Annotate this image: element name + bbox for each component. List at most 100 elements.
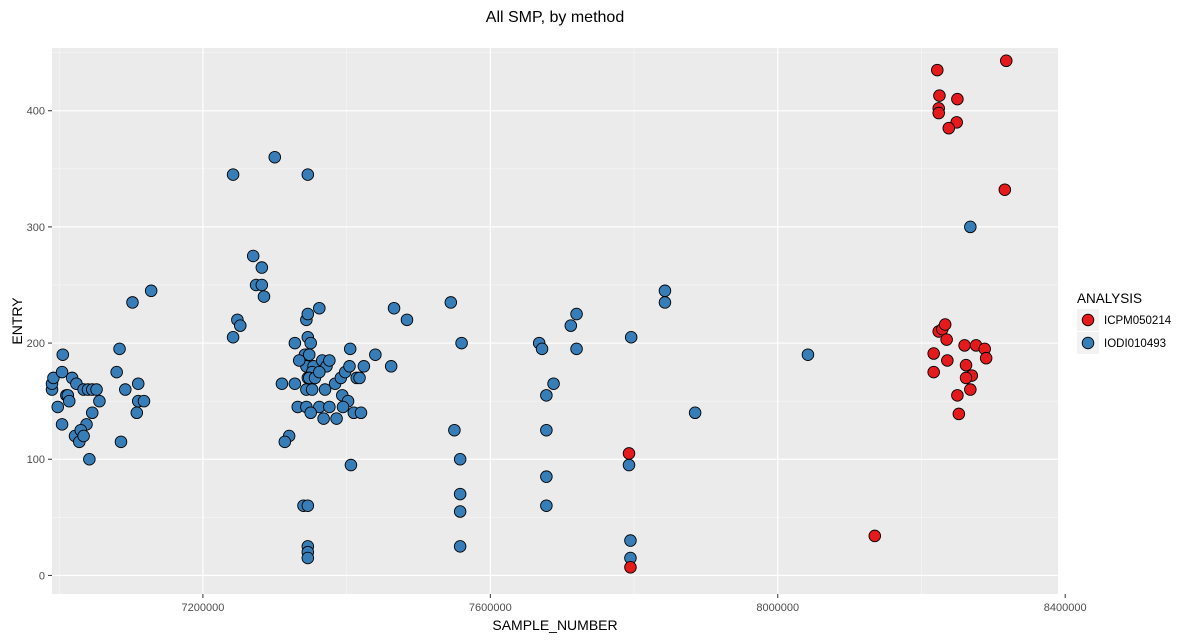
x-tick-label: 7600000: [469, 602, 512, 614]
point-iodi010493: [535, 342, 549, 356]
plot-panel: [52, 48, 1058, 594]
point-iodi010493: [55, 365, 69, 379]
point-iodi010493: [343, 360, 356, 373]
point-iodi010493: [964, 220, 977, 234]
chart-title: All SMP, by method: [486, 9, 624, 26]
point-icpm050214: [932, 106, 945, 120]
point-icpm050214: [933, 89, 946, 102]
point-icpm050214: [959, 371, 973, 385]
point-iodi010493: [62, 394, 76, 408]
y-tick-label: 200: [27, 338, 45, 350]
point-iodi010493: [622, 458, 636, 472]
x-tick-label: 7200000: [181, 602, 224, 614]
point-iodi010493: [570, 342, 583, 356]
point-iodi010493: [304, 336, 317, 350]
point-iodi010493: [540, 499, 553, 512]
point-iodi010493: [570, 307, 583, 321]
point-iodi010493: [400, 313, 414, 327]
point-icpm050214: [959, 358, 973, 372]
legend-title: ANALYSIS: [1077, 291, 1142, 306]
point-iodi010493: [226, 331, 240, 344]
point-iodi010493: [113, 342, 126, 356]
point-iodi010493: [317, 412, 330, 425]
point-icpm050214: [958, 339, 971, 352]
point-icpm050214: [1000, 54, 1013, 68]
point-iodi010493: [268, 150, 282, 164]
point-icpm050214: [952, 407, 966, 421]
point-iodi010493: [110, 365, 123, 379]
point-icpm050214: [868, 529, 882, 543]
point-icpm050214: [931, 63, 944, 77]
point-iodi010493: [444, 296, 458, 309]
point-iodi010493: [301, 168, 315, 181]
point-iodi010493: [455, 336, 468, 350]
point-iodi010493: [288, 336, 302, 350]
point-iodi010493: [292, 354, 306, 367]
point-iodi010493: [275, 377, 289, 390]
point-iodi010493: [114, 435, 128, 449]
point-iodi010493: [234, 319, 247, 332]
point-iodi010493: [384, 360, 398, 373]
point-iodi010493: [305, 383, 319, 396]
point-iodi010493: [304, 406, 317, 420]
point-iodi010493: [330, 412, 343, 425]
point-iodi010493: [453, 540, 467, 553]
point-iodi010493: [255, 261, 269, 274]
y-tick-label: 400: [27, 106, 45, 118]
y-tick-label: 300: [27, 222, 45, 234]
point-iodi010493: [540, 470, 553, 483]
point-iodi010493: [278, 435, 292, 449]
point-iodi010493: [130, 406, 144, 420]
legend-key-iodi010493: [1081, 336, 1095, 350]
x-tick-label: 8000000: [756, 602, 799, 614]
legend: ANALYSIS ICPM050214 IODI010493: [1077, 291, 1172, 354]
legend-label: IODI010493: [1104, 338, 1166, 350]
point-iodi010493: [353, 371, 366, 385]
y-tick-label: 100: [27, 454, 45, 466]
point-iodi010493: [564, 319, 578, 332]
point-icpm050214: [951, 92, 964, 106]
point-icpm050214: [951, 389, 964, 402]
point-iodi010493: [56, 348, 70, 361]
point-iodi010493: [540, 423, 553, 437]
point-iodi010493: [540, 389, 553, 402]
point-iodi010493: [246, 249, 260, 263]
point-iodi010493: [387, 301, 401, 315]
point-iodi010493: [688, 406, 702, 420]
point-iodi010493: [131, 377, 145, 390]
point-iodi010493: [301, 499, 315, 512]
point-iodi010493: [453, 487, 467, 501]
point-icpm050214: [938, 318, 952, 331]
x-axis-label: SAMPLE_NUMBER: [492, 617, 617, 633]
point-icpm050214: [942, 121, 956, 135]
point-iodi010493: [301, 307, 315, 321]
point-iodi010493: [47, 371, 60, 385]
point-iodi010493: [343, 342, 357, 356]
point-iodi010493: [302, 348, 316, 361]
point-iodi010493: [51, 400, 64, 414]
point-iodi010493: [658, 296, 672, 309]
point-iodi010493: [77, 429, 90, 443]
data-points: [45, 54, 1013, 574]
point-iodi010493: [658, 284, 672, 298]
point-iodi010493: [226, 168, 240, 181]
legend-items: ICPM050214 IODI010493: [1077, 309, 1172, 354]
point-iodi010493: [85, 406, 99, 420]
point-iodi010493: [354, 406, 368, 420]
y-axis-label: ENTRY: [9, 297, 25, 345]
point-iodi010493: [288, 377, 302, 390]
point-icpm050214: [979, 351, 993, 365]
point-iodi010493: [369, 348, 382, 361]
point-iodi010493: [448, 423, 461, 437]
point-iodi010493: [119, 383, 132, 396]
point-iodi010493: [126, 296, 139, 309]
legend-label: ICPM050214: [1104, 315, 1172, 327]
point-iodi010493: [144, 284, 158, 298]
major-grid: [52, 48, 1066, 594]
point-iodi010493: [624, 331, 638, 344]
point-iodi010493: [255, 278, 269, 292]
point-iodi010493: [313, 301, 326, 315]
point-iodi010493: [624, 534, 637, 547]
point-iodi010493: [801, 348, 815, 361]
